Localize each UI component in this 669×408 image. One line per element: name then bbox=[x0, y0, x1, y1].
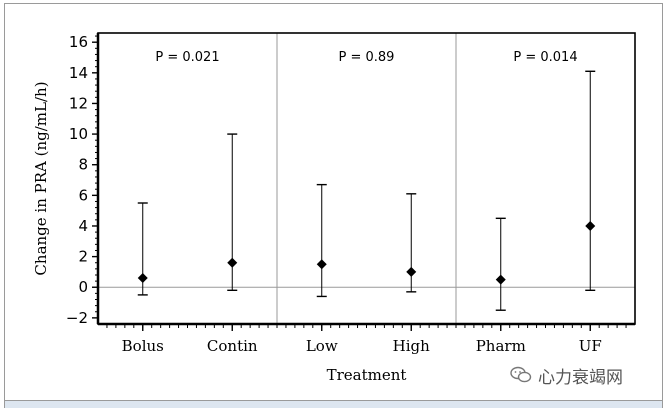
point-marker bbox=[585, 220, 596, 231]
plot-area-border bbox=[97, 32, 636, 325]
x-tick-label: UF bbox=[579, 337, 602, 355]
y-tick-label: 10 bbox=[69, 125, 88, 143]
x-tick-label: Bolus bbox=[122, 337, 164, 355]
point-marker bbox=[316, 259, 327, 270]
y-tick-label: 16 bbox=[69, 33, 88, 51]
x-tick-label: Low bbox=[306, 337, 338, 355]
y-tick-label: −2 bbox=[66, 309, 88, 327]
y-tick-label: 12 bbox=[69, 94, 88, 112]
wechat-icon bbox=[510, 366, 532, 383]
point-marker bbox=[227, 257, 238, 268]
point-marker bbox=[137, 273, 148, 284]
p-value-label: P = 0.89 bbox=[339, 50, 395, 65]
y-axis-title: Change in PRA (ng/mL/h) bbox=[32, 81, 50, 275]
y-tick-label: 8 bbox=[78, 156, 88, 174]
y-tick-label: 14 bbox=[69, 64, 88, 82]
x-axis-title: Treatment bbox=[327, 366, 407, 384]
point-marker bbox=[406, 266, 417, 277]
y-tick-label: 0 bbox=[78, 278, 88, 296]
point-marker bbox=[495, 274, 506, 285]
bottom-strip bbox=[4, 401, 663, 408]
p-value-label: P = 0.021 bbox=[155, 50, 219, 65]
x-tick-label: Pharm bbox=[476, 337, 526, 355]
x-tick-label: Contin bbox=[207, 337, 258, 355]
y-tick-label: 4 bbox=[78, 217, 88, 235]
watermark-text: 心力衰竭网 bbox=[538, 367, 623, 388]
y-tick-label: 6 bbox=[78, 186, 88, 204]
p-value-label: P = 0.014 bbox=[513, 50, 577, 65]
y-tick-label: 2 bbox=[78, 248, 88, 266]
figure-frame bbox=[4, 3, 663, 401]
x-tick-label: High bbox=[393, 337, 430, 355]
watermark: 心力衰竭网 bbox=[510, 363, 623, 388]
